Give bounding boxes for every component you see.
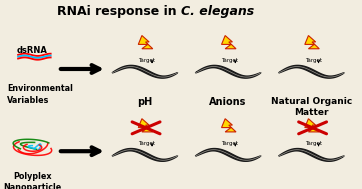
Text: dsRNA: dsRNA: [16, 46, 47, 55]
Polygon shape: [112, 149, 177, 161]
Polygon shape: [195, 149, 261, 161]
Text: Target: Target: [305, 141, 321, 146]
Polygon shape: [222, 119, 236, 132]
Text: RNAi response in: RNAi response in: [57, 5, 181, 18]
Text: Target: Target: [138, 141, 155, 146]
Text: pH: pH: [137, 97, 152, 107]
Polygon shape: [195, 65, 261, 78]
Text: Target: Target: [222, 141, 238, 146]
Text: C. elegans: C. elegans: [181, 5, 254, 18]
Text: Anions: Anions: [209, 97, 247, 107]
Text: Natural Organic
Matter: Natural Organic Matter: [271, 97, 352, 117]
Polygon shape: [279, 149, 344, 161]
Polygon shape: [305, 36, 319, 49]
Text: Target: Target: [222, 58, 238, 63]
Polygon shape: [112, 65, 177, 78]
Text: Polyplex
Nanoparticle: Polyplex Nanoparticle: [4, 172, 62, 189]
Polygon shape: [222, 36, 236, 49]
Text: Target: Target: [138, 58, 155, 63]
Text: Environmental
Variables: Environmental Variables: [7, 84, 73, 105]
Text: Target: Target: [305, 58, 321, 63]
Polygon shape: [305, 119, 319, 132]
Polygon shape: [138, 36, 153, 49]
Polygon shape: [138, 119, 153, 132]
Polygon shape: [279, 65, 344, 78]
